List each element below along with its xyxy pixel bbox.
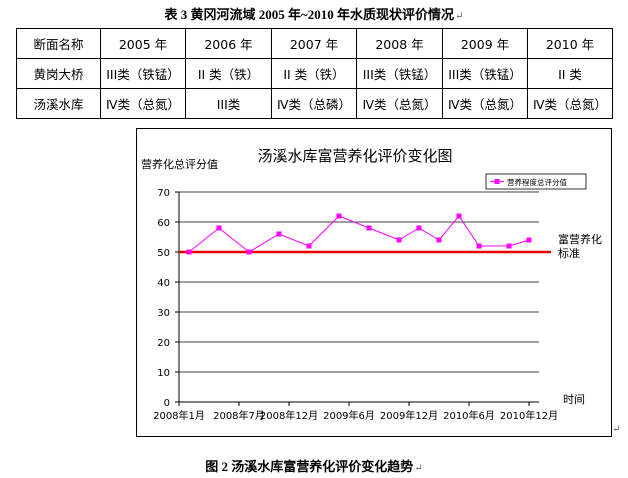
data-point — [246, 249, 252, 255]
x-tick-label: 2008年1月 — [153, 409, 205, 422]
table-cell: Ⅳ类（总氮） — [442, 88, 528, 119]
y-tick-label: 30 — [157, 308, 170, 319]
table-cell: III类（铁锰） — [100, 58, 186, 89]
table-row: 汤溪水库 Ⅳ类（总氮） III类 Ⅳ类（总磷） Ⅳ类（总氮） Ⅳ类（总氮） Ⅳ类… — [16, 88, 613, 119]
threshold-label: 富营养化 — [558, 232, 602, 246]
water-quality-table: 断面名称 2005 年 2006 年 2007 年 2008 年 2009 年 … — [16, 28, 613, 119]
table-row: 黄岗大桥 III类（铁锰） II 类（铁） II 类（铁） III类（铁锰） I… — [16, 58, 613, 89]
threshold-label: 标准 — [558, 246, 580, 260]
x-axis-label: 时间 — [563, 393, 585, 406]
header-cell: 断面名称 — [16, 28, 101, 59]
chart-title: 汤溪水库富营养化评价变化图 — [257, 147, 452, 165]
table-cell: Ⅳ类（总氮） — [100, 88, 186, 119]
return-mark: ↵ — [612, 424, 621, 435]
header-cell: 2009 年 — [442, 28, 528, 59]
table-cell: II 类 — [527, 58, 613, 89]
header-cell: 2005 年 — [100, 28, 186, 59]
table-cell: 汤溪水库 — [16, 88, 101, 119]
series-line — [188, 215, 530, 253]
table-cell: II 类（铁） — [185, 58, 272, 89]
y-tick-label: 20 — [157, 338, 170, 349]
legend-box — [485, 173, 587, 190]
table-cell: 黄岗大桥 — [16, 58, 101, 89]
header-cell: 2010 年 — [527, 28, 613, 59]
y-tick-label: 50 — [157, 248, 170, 259]
y-tick-label: 70 — [157, 188, 170, 199]
figure-caption: 图 2 汤溪水库富营养化评价变化趋势↵ — [205, 459, 423, 474]
table-cell: Ⅳ类（总磷） — [271, 88, 357, 119]
x-tick-label: 2010年12月 — [500, 409, 558, 422]
data-point — [456, 213, 462, 219]
table-cell: II 类（铁） — [271, 58, 357, 89]
data-point — [306, 243, 312, 249]
data-point — [506, 243, 512, 249]
data-point — [186, 249, 192, 255]
data-point — [276, 231, 282, 237]
legend-marker — [494, 179, 500, 184]
header-cell: 2006 年 — [185, 28, 272, 59]
grid-lines — [179, 191, 539, 373]
data-point — [476, 243, 482, 249]
x-tick-label: 2010年6月 — [443, 409, 495, 422]
eutrophication-chart: 汤溪水库富营养化评价变化图 营养化总评分值 0 10 20 30 40 50 60 70 200… — [141, 147, 602, 422]
header-cell: 2007 年 — [271, 28, 357, 59]
data-point — [526, 237, 532, 243]
table-cell: III类 — [185, 88, 272, 119]
data-point — [216, 225, 222, 231]
x-tick-label: 2009年12月 — [380, 409, 438, 422]
y-tick-label: 40 — [157, 278, 170, 289]
table-cell: III类（铁锰） — [442, 58, 528, 89]
series-layer — [186, 213, 532, 255]
data-point — [336, 213, 342, 219]
table-cell: III类（铁锰） — [356, 58, 443, 89]
y-tick-label: 60 — [157, 218, 170, 229]
legend-label: 营养程度总评分值 — [507, 177, 567, 187]
table-caption: 表 3 黄冈河流域 2005 年~2010 年水质现状评价情况↵ — [164, 7, 464, 22]
table-header-row: 断面名称 2005 年 2006 年 2007 年 2008 年 2009 年 … — [16, 28, 613, 59]
y-tick-label: 10 — [157, 368, 170, 379]
chart-frame: 汤溪水库富营养化评价变化图 营养化总评分值 0 10 20 30 40 50 60 70 200… — [136, 128, 612, 437]
data-point — [416, 225, 422, 231]
legend: 营养程度总评分值 — [485, 173, 587, 190]
x-tick-label: 2008年7月 — [213, 409, 265, 422]
x-tick-label: 2008年12月 — [260, 409, 318, 422]
y-axis-label: 营养化总评分值 — [141, 157, 218, 171]
data-point — [436, 237, 442, 243]
header-cell: 2008 年 — [356, 28, 443, 59]
data-point — [366, 225, 372, 231]
y-tick-label: 0 — [164, 398, 170, 409]
x-tick-label: 2009年6月 — [323, 409, 375, 422]
data-point — [396, 237, 402, 243]
table-cell: Ⅳ类（总氮） — [527, 88, 613, 119]
table-cell: Ⅳ类（总氮） — [356, 88, 443, 119]
